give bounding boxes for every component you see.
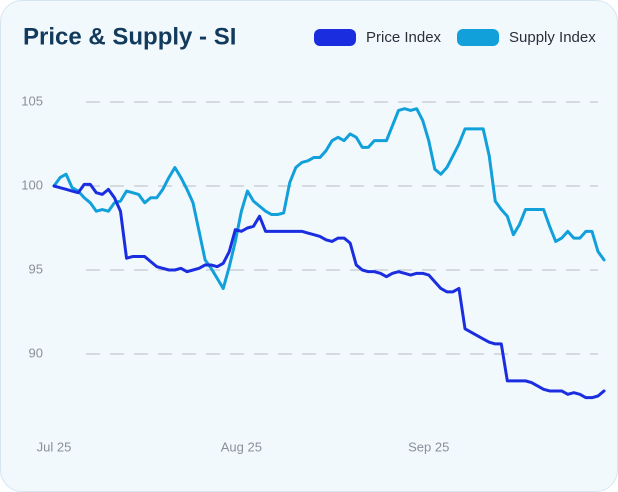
legend-label: Price Index <box>366 29 442 46</box>
data-line <box>52 107 606 290</box>
legend-label: Supply Index <box>509 29 596 46</box>
chart-title: Price & Supply - SI <box>23 23 236 50</box>
data-line <box>52 182 606 400</box>
y-tick-label: 90 <box>29 345 43 360</box>
legend-swatch <box>457 29 499 46</box>
y-tick-label: 95 <box>29 261 43 276</box>
x-tick-label: Jul 25 <box>37 439 72 454</box>
y-tick-label: 105 <box>21 93 43 108</box>
x-tick-label: Sep 25 <box>408 439 449 454</box>
legend-swatch <box>314 29 356 46</box>
x-tick-label: Aug 25 <box>221 439 262 454</box>
y-tick-label: 100 <box>21 177 43 192</box>
